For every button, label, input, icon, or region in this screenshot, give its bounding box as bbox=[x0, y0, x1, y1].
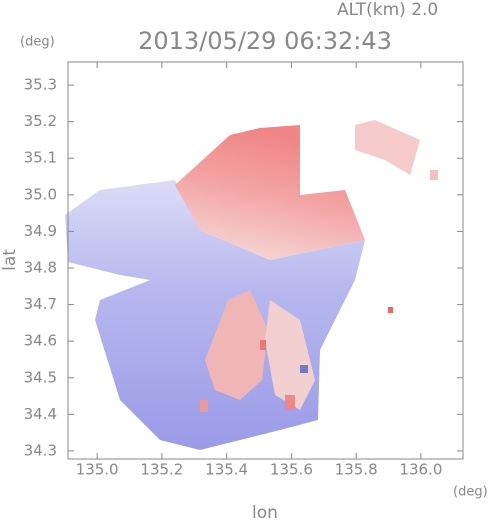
y-axis-label: lat bbox=[0, 249, 20, 271]
y-unit: (deg) bbox=[20, 35, 55, 50]
plot-frame bbox=[67, 61, 464, 460]
x-tick-label: 135.8 bbox=[335, 461, 378, 479]
x-tick-label: 135.4 bbox=[205, 461, 248, 479]
y-tick-label: 34.9 bbox=[24, 222, 57, 240]
altitude-label: ALT(km) 2.0 bbox=[337, 0, 438, 20]
x-tick-label: 135.2 bbox=[140, 461, 183, 479]
x-tick-label: 136.0 bbox=[399, 461, 442, 479]
y-tick-label: 34.5 bbox=[24, 368, 57, 386]
x-tick-label: 135.0 bbox=[76, 461, 119, 479]
y-tick-label: 35.0 bbox=[24, 185, 57, 203]
x-unit: (deg) bbox=[453, 485, 488, 500]
y-tick-label: 34.3 bbox=[24, 441, 57, 459]
y-tick-label: 34.7 bbox=[24, 295, 57, 313]
y-tick-label: 35.3 bbox=[24, 76, 57, 94]
y-tick-label: 35.2 bbox=[24, 112, 57, 130]
y-tick-label: 34.8 bbox=[24, 259, 57, 277]
y-tick-label: 34.6 bbox=[24, 332, 57, 350]
chart-title: 2013/05/29 06:32:43 bbox=[138, 27, 392, 55]
radar-field bbox=[65, 120, 438, 450]
y-tick-label: 34.4 bbox=[24, 405, 57, 423]
x-tick-label: 135.6 bbox=[270, 461, 313, 479]
x-axis-label: lon bbox=[252, 503, 278, 521]
y-tick-label: 35.1 bbox=[24, 149, 57, 167]
